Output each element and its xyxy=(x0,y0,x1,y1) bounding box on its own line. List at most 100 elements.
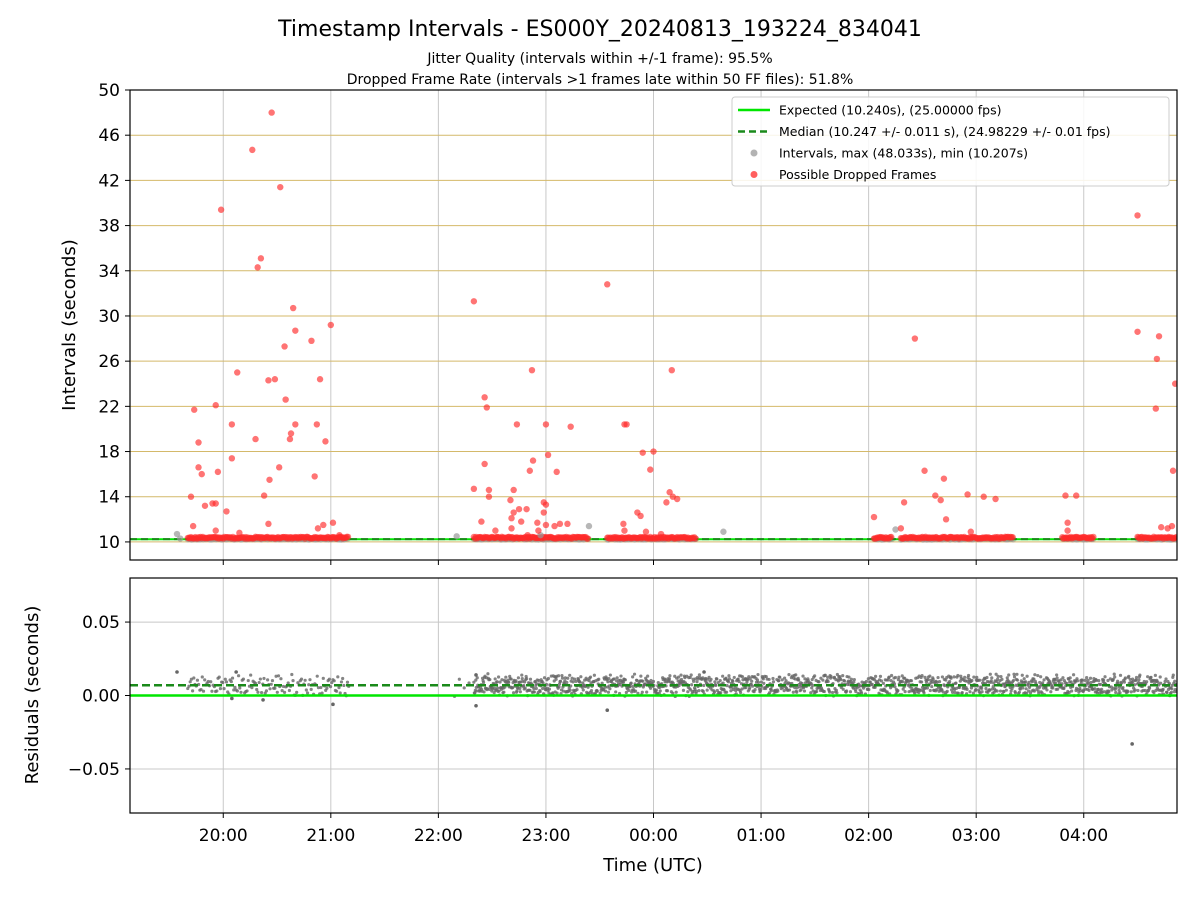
residual-point xyxy=(332,679,336,683)
dropped-point-20 xyxy=(254,264,261,271)
dropped-point-49 xyxy=(478,518,485,525)
residual-outlier-7 xyxy=(605,708,610,712)
residual-point xyxy=(1099,682,1103,687)
residual-point xyxy=(952,675,956,679)
residual-point xyxy=(1085,676,1089,680)
interval-point-6 xyxy=(892,526,899,533)
x-axis-label: Time (UTC) xyxy=(602,855,703,876)
residual-point xyxy=(847,675,851,679)
residual-point xyxy=(1112,672,1116,676)
residual-point xyxy=(1087,688,1091,692)
dropped-point-100 xyxy=(897,525,905,532)
dropped-point-64 xyxy=(523,505,530,513)
residual-point xyxy=(1036,673,1040,678)
dropped-point-47 xyxy=(470,298,478,305)
residual-point xyxy=(262,676,266,681)
intervals-ytick-label-22: 22 xyxy=(98,397,120,417)
residual-point xyxy=(608,687,612,691)
residual-point xyxy=(541,686,545,691)
legend-label-2: Intervals, max (48.033s), min (10.207s) xyxy=(779,146,1028,161)
dropped-point-73 xyxy=(542,501,550,508)
residual-point xyxy=(1032,677,1036,681)
dropped-point-57 xyxy=(508,514,515,522)
residual-point xyxy=(999,674,1003,679)
dropped-point-45 xyxy=(329,519,337,526)
residual-point xyxy=(1146,675,1150,679)
residual-point xyxy=(941,690,945,694)
residual-point xyxy=(1118,691,1122,695)
residual-point xyxy=(889,678,893,683)
residuals-panel: 0.05 0.00 −0.05 20:00 21:00 22:00 23:00 00:00 01… xyxy=(68,577,1178,846)
residual-point xyxy=(275,690,279,694)
residual-point xyxy=(1136,688,1140,693)
residual-point xyxy=(1131,679,1135,683)
residual-point xyxy=(1101,678,1106,682)
residual-point xyxy=(931,677,935,681)
residual-point xyxy=(1134,675,1139,680)
residual-point xyxy=(504,675,508,679)
residual-point xyxy=(546,676,551,681)
residual-point xyxy=(342,683,346,688)
residual-point xyxy=(1152,691,1156,695)
residual-point xyxy=(257,680,261,685)
residual-point xyxy=(759,680,763,684)
residual-point xyxy=(787,688,792,692)
residual-point xyxy=(954,681,958,685)
intervals-ytick-label-42: 42 xyxy=(98,171,120,191)
residual-point xyxy=(612,677,616,681)
residual-point xyxy=(474,678,478,682)
residual-point xyxy=(475,676,479,680)
dropped-point-21 xyxy=(257,255,265,262)
residual-point xyxy=(518,686,522,691)
residual-point xyxy=(791,690,795,694)
residual-point xyxy=(319,685,323,690)
residual-point xyxy=(909,679,914,683)
dropped-point-62 xyxy=(515,505,523,513)
residual-point xyxy=(607,676,611,681)
residual-point xyxy=(762,681,766,686)
intervals-ytick-label-30: 30 xyxy=(98,307,120,327)
residual-point xyxy=(646,674,650,678)
residual-point xyxy=(1147,686,1152,690)
x-tick-label-03:00: 03:00 xyxy=(952,826,1001,846)
residual-point xyxy=(337,686,341,690)
residual-point xyxy=(496,675,501,679)
residual-point xyxy=(636,691,640,695)
residual-point xyxy=(823,673,827,677)
dropped-point-52 xyxy=(483,404,490,411)
residual-point xyxy=(514,679,518,683)
residual-point xyxy=(677,675,681,679)
residual-point xyxy=(972,675,976,679)
residual-point xyxy=(493,677,497,681)
residual-point xyxy=(250,686,254,690)
residual-point xyxy=(595,689,599,693)
residual-point xyxy=(1015,678,1020,682)
dropped-point-42 xyxy=(320,521,327,529)
x-tick-label-04:00: 04:00 xyxy=(1059,826,1108,846)
dropped-point-94 xyxy=(663,499,670,506)
residual-point xyxy=(1024,680,1028,684)
residual-point xyxy=(256,690,260,694)
residual-point xyxy=(498,680,502,684)
residual-point xyxy=(614,690,618,694)
residual-point xyxy=(1171,673,1175,677)
residual-point xyxy=(811,683,815,688)
residual-point xyxy=(238,686,242,690)
residual-point xyxy=(727,677,732,681)
residual-point xyxy=(1083,678,1087,683)
residual-point xyxy=(565,680,569,685)
residual-point xyxy=(473,691,477,695)
dropped-point xyxy=(1009,534,1016,541)
dropped-point-13 xyxy=(223,508,230,515)
residual-point xyxy=(215,689,219,693)
residual-point xyxy=(732,675,736,680)
residual-point xyxy=(1109,685,1113,689)
dropped-point-10 xyxy=(214,468,222,476)
dropped-point-59 xyxy=(510,509,517,516)
residual-point xyxy=(557,682,562,686)
residual-point xyxy=(970,678,974,683)
residual-point xyxy=(776,689,780,693)
residual-point xyxy=(1153,673,1157,677)
residual-point xyxy=(835,691,839,695)
intervals-ytick-label-10: 10 xyxy=(98,533,120,553)
